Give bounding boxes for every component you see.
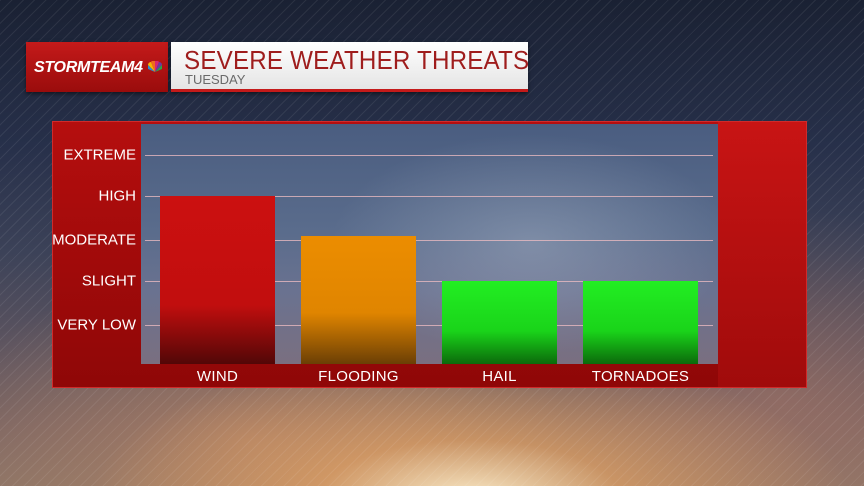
x-category-label: HAIL [482,368,517,385]
peacock-icon [148,61,162,72]
gridline-very-low [145,325,713,326]
y-tick-label: EXTREME [63,146,136,164]
y-tick-label: SLIGHT [81,272,136,290]
station-logo: STORMTEAM4 [26,42,168,92]
gridline-moderate [145,240,713,241]
bar-hail [442,281,557,364]
y-tick-label: MODERATE [52,231,136,249]
bar-flooding [301,236,416,364]
title-panel: SEVERE WEATHER THREATS TUESDAY [171,42,530,92]
x-category-label: FLOODING [318,368,399,385]
gridline-high [145,196,713,197]
chart-subtitle: TUESDAY [185,72,246,87]
y-tick-label: VERY LOW [57,316,136,334]
logo-text: STORMTEAM4 [34,59,143,76]
panel-right-block [718,122,806,387]
y-tick-label: HIGH [98,187,137,205]
gridline-slight [145,281,713,282]
gridline-extreme [145,155,713,156]
bar-wind [160,196,275,364]
title-accent-stripe [171,89,528,92]
graphic-header: STORMTEAM4 SEVERE WEATHER THREATS TUESDA… [26,42,530,92]
x-category-label: WIND [196,368,239,385]
bar-tornadoes [583,281,698,364]
x-category-label: TORNADOES [591,368,690,385]
chart-title: SEVERE WEATHER THREATS [184,45,530,75]
